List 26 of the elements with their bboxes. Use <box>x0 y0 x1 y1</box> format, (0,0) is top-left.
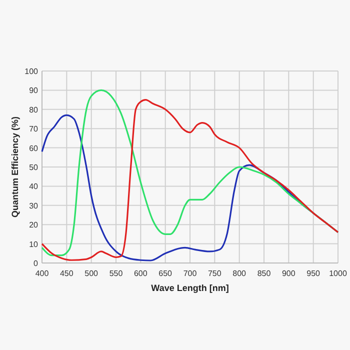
y-tick-label: 20 <box>29 220 39 230</box>
y-tick-label: 80 <box>29 105 39 114</box>
y-tick-label: 30 <box>29 201 39 210</box>
y-tick-label: 50 <box>29 163 39 172</box>
y-tick-label: 90 <box>29 86 39 96</box>
x-tick-label: 550 <box>109 269 124 278</box>
x-tick-label: 1000 <box>329 269 348 278</box>
x-tick-label: 700 <box>183 269 198 278</box>
y-tick-label: 10 <box>29 240 39 249</box>
x-tick-label: 800 <box>232 269 247 278</box>
y-axis-title: Quantum Efficiency (%) <box>10 116 20 218</box>
y-tick-label: 70 <box>29 124 39 134</box>
y-tick-label: 100 <box>24 67 39 76</box>
x-tick-label: 750 <box>208 269 222 278</box>
x-tick-label: 850 <box>257 269 272 278</box>
x-tick-label: 600 <box>134 269 148 278</box>
y-tick-label: 0 <box>34 259 39 268</box>
x-tick-label: 500 <box>84 269 99 278</box>
x-tick-label: 650 <box>158 269 173 278</box>
x-axis-title: Wave Length [nm] <box>151 283 229 293</box>
x-tick-label: 450 <box>60 269 74 278</box>
x-tick-label: 400 <box>35 269 50 278</box>
y-tick-label: 40 <box>29 182 39 192</box>
x-tick-label: 900 <box>282 269 296 278</box>
y-tick-label: 60 <box>29 144 39 153</box>
x-tick-label: 950 <box>306 269 321 278</box>
